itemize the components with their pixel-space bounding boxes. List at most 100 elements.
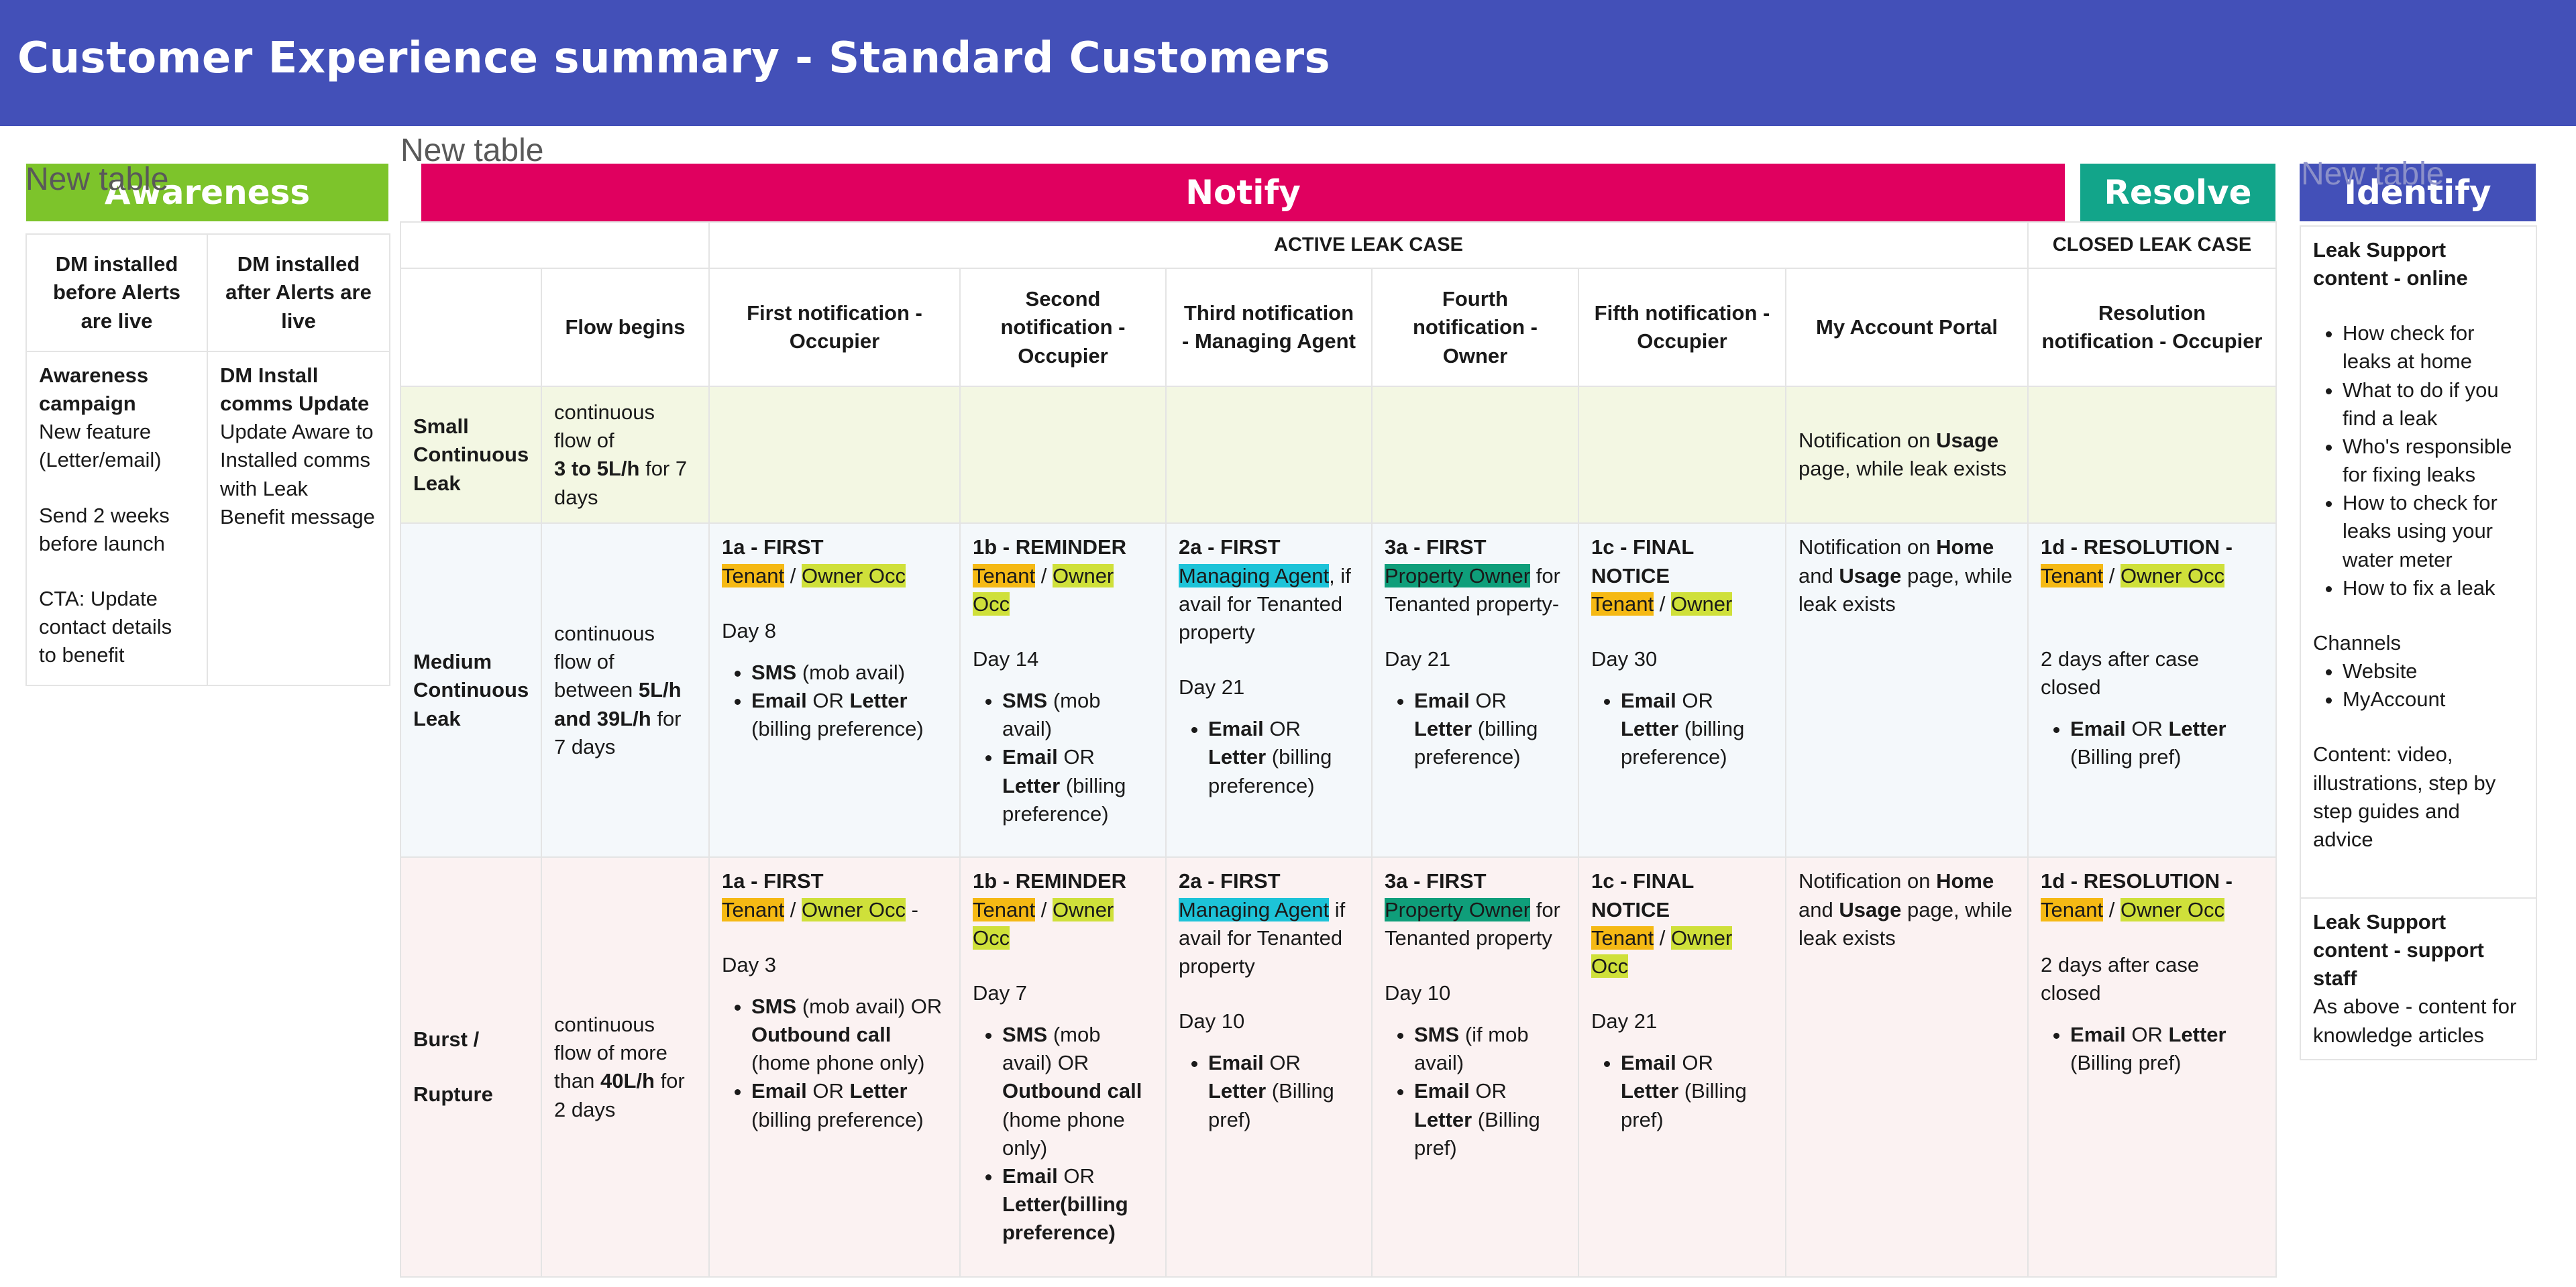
letter-label: Letter (1002, 773, 1061, 797)
or-label: OR (1063, 745, 1095, 769)
channel-list: Email OR Letter (billing preference) (1385, 687, 1566, 771)
tenant-tag: Tenant (2041, 897, 2104, 921)
email-label: Email (1208, 717, 1264, 741)
channel-list: SMS (mob avail) OR Outbound call (home p… (973, 1021, 1153, 1247)
recipient-line: Tenant / Owner Occ - (722, 896, 947, 924)
channel-item: Email OR Letter (Billing pref) (2070, 1021, 2263, 1077)
slash: / (1659, 592, 1666, 616)
flow-small: continuous flow of 3 to 5L/h for 7 days (541, 386, 710, 524)
flow-burst-rate: 40L/h (600, 1069, 655, 1093)
tenant-tag: Tenant (973, 563, 1036, 587)
portal-home: Home (1936, 869, 1994, 893)
new-table-label-notify[interactable]: New table (400, 133, 544, 168)
sms-label: SMS (1002, 1023, 1048, 1047)
column-header-second: Second notification - Occupier (959, 268, 1167, 388)
leak-support-staff-cell: Leak Support content - support staff As … (2300, 897, 2537, 1060)
home-phone-only: (home phone only) (751, 1051, 925, 1075)
recipient-line: Tenant / Owner Occ (973, 562, 1153, 618)
recipient-line: Tenant / Owner Occ (973, 896, 1153, 952)
day-label: Day 21 (1591, 1009, 1658, 1033)
medium-fifth: 1c - FINAL NOTICE Tenant / Owner Day 30 … (1578, 522, 1786, 858)
tenant-tag: Tenant (2041, 563, 2104, 587)
small-third (1165, 386, 1373, 524)
portal-usage: Usage (1839, 897, 1902, 921)
recipient-line: Property Owner for Tenanted property- (1385, 562, 1566, 618)
burst-third: 2a - FIRST Managing Agent if avail for T… (1165, 856, 1373, 1278)
awareness-col-before: DM installed before Alerts are live (25, 233, 208, 352)
channel-item: Email OR Letter (billing preference) (1414, 687, 1566, 771)
group-closed-leak: CLOSED LEAK CASE (2027, 221, 2277, 270)
email-label: Email (1208, 1051, 1264, 1075)
row-burst: Burst / Rupture continuous flow of more t… (400, 856, 2277, 1278)
channel-list: Email OR Letter (billing preference) (1179, 715, 1359, 799)
medium-fourth: 3a - FIRST Property Owner for Tenanted p… (1371, 522, 1579, 858)
notification-title: 3a - FIRST (1385, 535, 1487, 559)
portal-small-pre: Notification on (1799, 429, 1931, 453)
burst-fourth: 3a - FIRST Property Owner for Tenanted p… (1371, 856, 1579, 1278)
online-topic-item: How to check for leaks using your water … (2343, 489, 2524, 573)
column-header-first: First notification - Occupier (708, 268, 961, 388)
channel-item: SMS (mob avail) (751, 659, 947, 687)
resolution-title: 1d - RESOLUTION - (2041, 535, 2233, 559)
billing-pref: (billing preference) (751, 717, 924, 741)
or-label: OR (1269, 1051, 1301, 1075)
owner-occ-tag: Owner Occ (2120, 563, 2224, 587)
column-header-portal: My Account Portal (1784, 268, 2029, 388)
mob-avail: (mob avail) (802, 660, 906, 684)
channels-label: Channels (2313, 630, 2401, 655)
letter-label: Letter (1414, 717, 1472, 741)
flow-burst-pre: continuous flow of more than (554, 1013, 667, 1093)
slash: / (1659, 926, 1666, 950)
medium-resolution: 1d - RESOLUTION - Tenant / Owner Occ 2 d… (2027, 522, 2277, 858)
medium-second: 1b - REMINDER Tenant / Owner Occ Day 14 … (959, 522, 1167, 858)
recipient-note: , if avail for Tenanted property (1179, 563, 1351, 644)
email-label: Email (2070, 717, 2126, 741)
billing-pref: (billing preference) (1621, 717, 1745, 769)
or-label: OR (1682, 689, 1713, 713)
dash: - (911, 897, 918, 921)
group-active-leak: ACTIVE LEAK CASE (708, 221, 2029, 270)
recipient-note: for Tenanted property (1385, 897, 1560, 950)
sms-label: SMS (751, 660, 797, 684)
letter-label: Letter (1208, 1079, 1267, 1103)
page-title: Customer Experience summary - Standard C… (17, 34, 1331, 83)
email-label: Email (1621, 1051, 1676, 1075)
letter-label: Letter (1621, 1079, 1679, 1103)
slash: / (790, 897, 796, 921)
channel-list: SMS (if mob avail) Email OR Letter (Bill… (1385, 1021, 1566, 1162)
billing-pref: (billing preference) (751, 1107, 924, 1131)
notification-title: 1a - FIRST (722, 535, 824, 559)
or-label: OR (1475, 1079, 1507, 1103)
day-label: 2 days after case closed (2041, 647, 2200, 699)
letter-label: Letter (849, 1079, 908, 1103)
row-label-small: Small Continuous Leak (400, 386, 542, 524)
home-phone-only: (home phone only) (1002, 1107, 1125, 1160)
flow-medium-post: for 7 days (554, 706, 682, 759)
flow-small-pre: continuous flow of (554, 400, 655, 453)
channel-item: Email OR Letter (billing preference) (1621, 687, 1773, 771)
content-note: Content: video, illustrations, step by s… (2313, 742, 2496, 851)
recipient-line: Tenant / Owner (1591, 590, 1773, 618)
notification-title: 2a - FIRST (1179, 869, 1281, 893)
flow-burst-post: for 2 days (554, 1069, 685, 1121)
email-label: Email (751, 689, 807, 713)
small-second (959, 386, 1167, 524)
new-table-label-awareness[interactable]: New table (25, 162, 169, 197)
notification-title: 1d - RESOLUTION - (2041, 867, 2263, 895)
portal-burst: Notification on Home and Usage page, whi… (1784, 856, 2029, 1278)
new-table-label-identify[interactable]: New table (2301, 156, 2445, 192)
channel-item: SMS (mob avail) (1002, 687, 1153, 743)
channel-list: SMS (mob avail) Email OR Letter (billing… (973, 687, 1153, 828)
or-label: OR (1063, 1164, 1095, 1188)
or-label: OR (1682, 1051, 1713, 1075)
tenant-tag: Tenant (1591, 592, 1654, 616)
slash: / (1040, 563, 1047, 587)
slash: / (2108, 563, 2115, 587)
notification-title: 1c - FINAL NOTICE (1591, 535, 1694, 587)
leak-support-online-cell: Leak Support content - online How check … (2300, 225, 2537, 899)
flow-medium: continuous flow of between 5L/h and 39L/… (541, 522, 710, 858)
owner-occ-tag: Owner Occ (2120, 897, 2224, 921)
channel-myaccount: MyAccount (2343, 685, 2524, 714)
awareness-campaign-title: Awareness campaign (39, 363, 149, 416)
sms-label: SMS (751, 994, 797, 1018)
